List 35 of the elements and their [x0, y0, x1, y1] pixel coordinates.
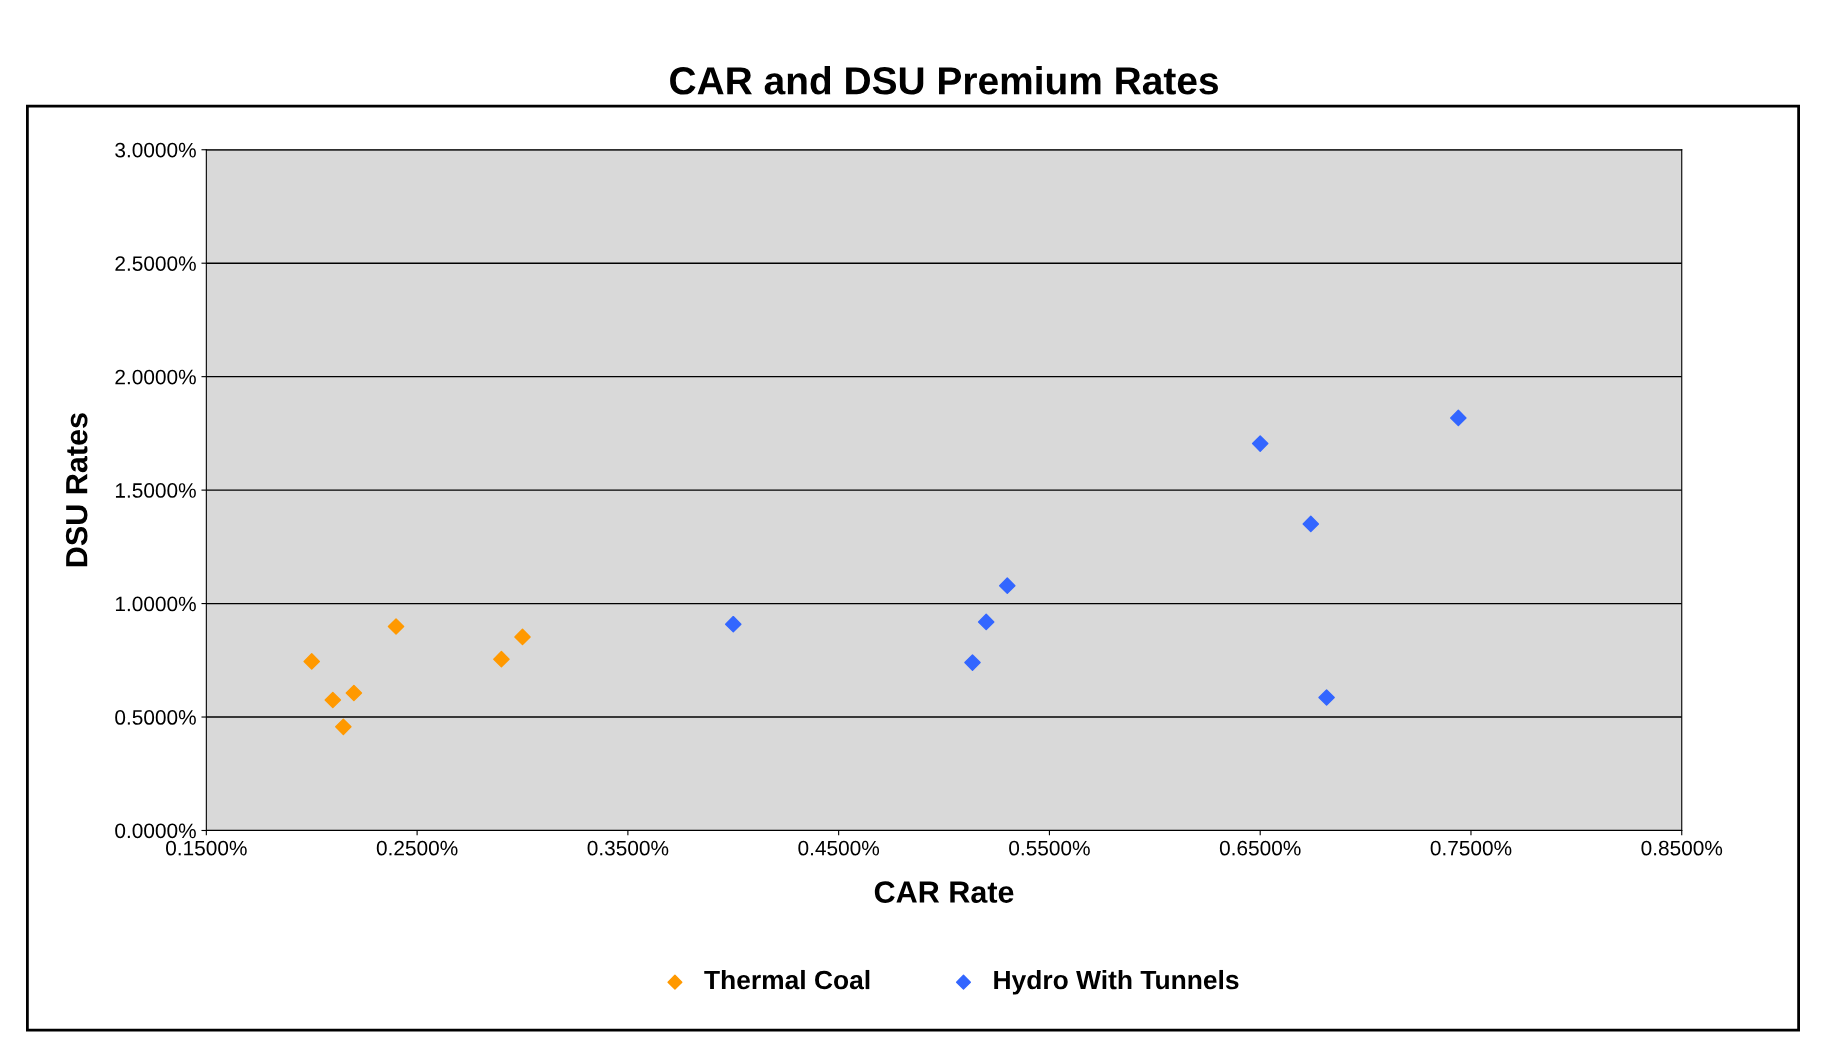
point: [514, 628, 531, 646]
x-tick-label: 0.2500%: [376, 840, 458, 856]
point: [1251, 435, 1269, 452]
legend-label: Thermal Coal: [704, 969, 870, 990]
y-tick-label: 0.0000%: [115, 823, 196, 839]
x-tick-label: 0.4500%: [798, 840, 880, 856]
point: [1450, 409, 1467, 427]
y-tick-label: 1.5000%: [115, 483, 196, 498]
y-axis-title: DSU Rates: [65, 413, 88, 567]
x-tick-label: 0.6500%: [1219, 840, 1301, 856]
point: [303, 653, 321, 670]
x-tick-label: 0.5500%: [1009, 840, 1090, 856]
point: [324, 691, 342, 709]
point: [998, 577, 1016, 594]
point: [977, 613, 995, 631]
point: [964, 654, 981, 671]
y-tick-label: 2.0000%: [115, 369, 196, 385]
legend-label: Hydro With Tunnels: [994, 969, 1239, 995]
point: [345, 684, 363, 702]
point: [724, 615, 742, 633]
x-tick-label: 0.7500%: [1430, 840, 1512, 856]
point: [387, 618, 405, 635]
x-axis-title: CAR Rate: [874, 881, 1014, 903]
x-tick-label: 0.3500%: [587, 840, 669, 856]
point: [335, 718, 352, 736]
point: [1318, 689, 1335, 706]
x-tick-label: 0.8500%: [1641, 840, 1723, 856]
point: [1302, 515, 1320, 533]
y-tick-label: 1.0000%: [115, 596, 196, 612]
chart-title: CAR and DSU Premium Rates: [670, 66, 1218, 95]
y-tick-label: 3.0000%: [115, 142, 196, 158]
x-tick-label: 0.1500%: [166, 840, 247, 856]
y-tick-label: 0.5000%: [115, 710, 196, 725]
point: [493, 650, 510, 668]
y-tick-label: 2.5000%: [115, 256, 196, 271]
